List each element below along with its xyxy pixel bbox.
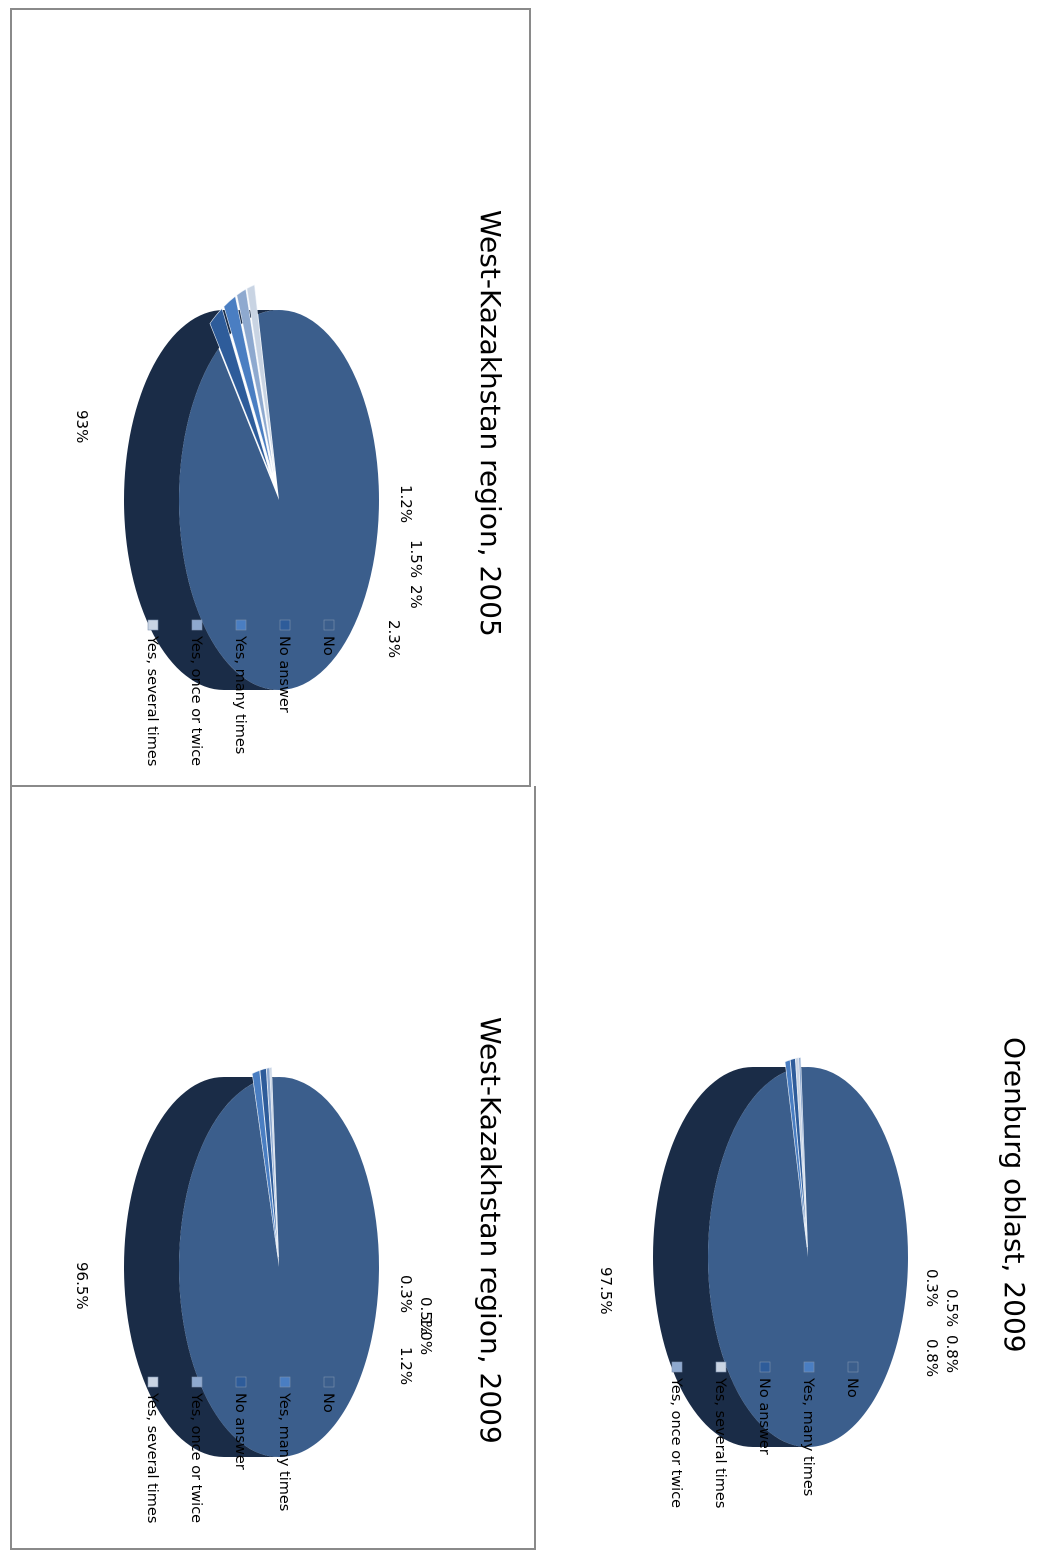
chart-title: West-Kazakhstan region, 2009 xyxy=(474,1017,507,1444)
data-label-yes-several-times: 0.3% xyxy=(397,1275,415,1313)
legend-swatch xyxy=(147,619,159,631)
pie-slice-yes-many-times xyxy=(251,1070,279,1258)
data-label-no-answer: 2.3% xyxy=(385,620,403,658)
legend-item-no: No xyxy=(320,1376,336,1413)
pie-side-no xyxy=(124,310,279,690)
legend-item-no-answer: No answer xyxy=(232,1376,248,1470)
data-label-no: 96.5% xyxy=(73,1262,91,1310)
data-label-yes-once-or-twice: 0.3% xyxy=(923,1269,941,1307)
legend-label: Yes, many times xyxy=(800,1377,816,1496)
pie-slice-yes-several-times xyxy=(269,1067,279,1258)
legend-swatch xyxy=(235,619,247,631)
data-label-yes-once-or-twice: 1.5% xyxy=(407,540,425,578)
legend-item-yes-several-times: Yes, several times xyxy=(144,619,160,766)
legend-swatch xyxy=(323,619,335,631)
legend-label: Yes, several times xyxy=(144,1392,160,1523)
legend-swatch xyxy=(191,619,203,631)
legend-item-yes-once-or-twice: Yes, once or twice xyxy=(668,1361,684,1508)
legend-item-yes-many-times: Yes, many times xyxy=(276,1376,292,1511)
data-label-yes-many-times: 0.8% xyxy=(923,1339,941,1377)
legend-label: No xyxy=(320,636,336,656)
lower-frame-middle-border xyxy=(534,786,536,1550)
legend-swatch xyxy=(279,1376,291,1388)
pie-slice-yes-many-times xyxy=(223,295,273,473)
legend-swatch xyxy=(191,1376,203,1388)
legend-item-yes-several-times: Yes, several times xyxy=(144,1376,160,1523)
pie-slice-no xyxy=(179,1077,379,1457)
legend-item-yes-many-times: Yes, many times xyxy=(800,1361,816,1496)
pie-slice-yes-several-times xyxy=(246,284,276,471)
data-label-no: 93% xyxy=(73,410,91,443)
legend-swatch xyxy=(715,1361,727,1373)
legend-label: Yes, several times xyxy=(144,635,160,766)
pie-chart-wk-2009: West-Kazakhstan region, 2009 96.5% 1.2%1.0… xyxy=(73,1017,507,1523)
data-label-yes-many-times: 1.2% xyxy=(397,1347,415,1385)
data-label-no-answer: 1.0% xyxy=(417,1317,435,1355)
chart-panel-wk-2009: West-Kazakhstan region, 2009 96.5% 1.2% 1.0… xyxy=(12,787,529,1548)
pie-slice-no xyxy=(179,310,379,690)
legend-swatch xyxy=(323,1376,335,1388)
pie-slice-no xyxy=(708,1067,908,1447)
data-label-yes-once-or-twice: 0.5% xyxy=(417,1297,435,1335)
chart-panel-wk-2005: West-Kazakhstan region, 2005 93% 2.3% 2% 1.5… xyxy=(12,10,529,785)
legend-label: Yes, many times xyxy=(232,635,248,754)
legend-item-yes-once-or-twice: Yes, once or twice xyxy=(188,619,204,766)
legend-swatch xyxy=(147,1376,159,1388)
data-label-no: 97.5% xyxy=(597,1267,615,1315)
chart-panel-orenburg-2009: Orenburg oblast, 2009 97.5% 0.8% 0.8% 0.5% 0.… xyxy=(536,787,1053,1548)
legend-label: Yes, several times xyxy=(712,1377,728,1508)
legend-item-yes-many-times: Yes, many times xyxy=(232,619,248,754)
data-label-yes-several-times: 0.5% xyxy=(943,1289,961,1327)
legend-label: No xyxy=(844,1378,860,1398)
legend-label: No answer xyxy=(756,1378,772,1455)
legend-label: Yes, once or twice xyxy=(188,635,204,766)
legend-item-no: No xyxy=(844,1361,860,1398)
legend-swatch xyxy=(671,1361,683,1373)
pie-chart-wk-2005: West-Kazakhstan region, 2005 93% 2.3%2% 1.5… xyxy=(73,210,507,766)
legend-item-yes-several-times: Yes, several times xyxy=(712,1361,728,1508)
pie-side-no xyxy=(124,1077,279,1457)
top-right-frame-left-border xyxy=(10,8,12,786)
legend-item-no: No xyxy=(320,619,336,656)
lower-frame-left-border xyxy=(10,786,12,1550)
pie-slice-yes-once-or-twice xyxy=(236,288,275,472)
chart-title: Orenburg oblast, 2009 xyxy=(998,1037,1031,1353)
legend-item-no-answer: No answer xyxy=(756,1361,772,1455)
legend-swatch xyxy=(847,1361,859,1373)
pie-slice-no-answer xyxy=(209,307,271,475)
pie-side-no xyxy=(653,1067,808,1447)
data-label-no-answer: 0.8% xyxy=(943,1335,961,1373)
top-right-frame-right-border xyxy=(529,8,531,786)
lower-frame-bottom-border xyxy=(10,1548,536,1550)
legend-swatch xyxy=(759,1361,771,1373)
legend-swatch xyxy=(279,619,291,631)
legend-item-no-answer: No answer xyxy=(276,619,292,713)
legend-label: Yes, many times xyxy=(276,1392,292,1511)
legend-label: Yes, once or twice xyxy=(188,1392,204,1523)
chart-title: West-Kazakhstan region, 2005 xyxy=(474,210,507,637)
middle-horizontal-divider xyxy=(10,785,531,787)
top-right-frame-top-border xyxy=(10,8,530,10)
legend-label: No answer xyxy=(232,1393,248,1470)
data-label-yes-many-times: 2% xyxy=(407,585,425,609)
legend-label: No xyxy=(320,1393,336,1413)
legend-item-yes-once-or-twice: Yes, once or twice xyxy=(188,1376,204,1523)
pie-slice-yes-once-or-twice xyxy=(798,1057,808,1248)
legend-label: No answer xyxy=(276,636,292,713)
data-label-yes-several-times: 1.2% xyxy=(397,485,415,523)
legend-swatch xyxy=(235,1376,247,1388)
legend-swatch xyxy=(803,1361,815,1373)
legend-label: Yes, once or twice xyxy=(668,1377,684,1508)
